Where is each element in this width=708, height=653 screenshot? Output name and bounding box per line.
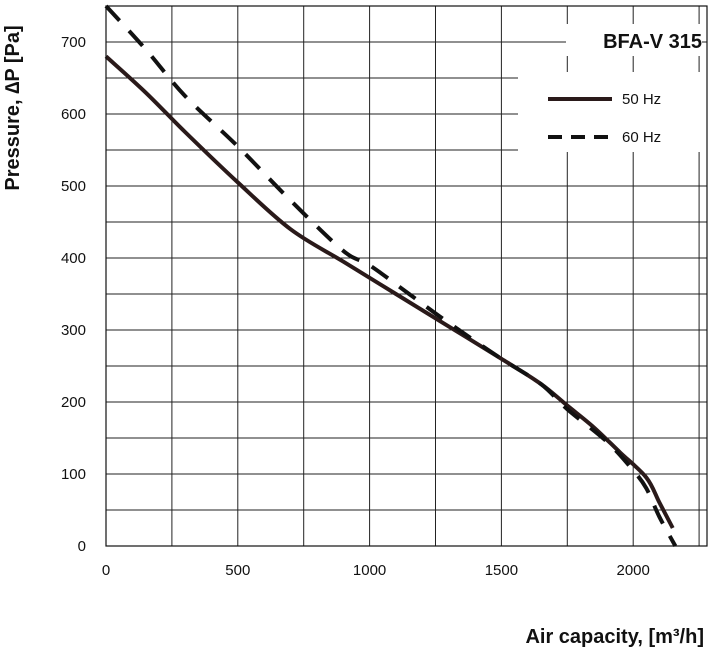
legend-box — [518, 72, 708, 152]
x-tick-label: 1000 — [353, 562, 386, 579]
plot-frame — [105, 5, 708, 547]
legend-label: 60 Hz — [622, 129, 661, 146]
x-tick-label: 0 — [102, 562, 110, 579]
y-tick-label: 0 — [78, 538, 86, 555]
x-tick-label: 500 — [225, 562, 250, 579]
y-tick-label: 500 — [61, 178, 86, 195]
chart-title: BFA-V 315 — [603, 31, 702, 53]
y-tick-label: 200 — [61, 394, 86, 411]
x-tick-label: 1500 — [485, 562, 518, 579]
y-tick-label: 400 — [61, 250, 86, 267]
legend-label: 50 Hz — [622, 91, 661, 108]
y-tick-label: 100 — [61, 466, 86, 483]
y-tick-label: 600 — [61, 106, 86, 123]
x-tick-label: 2000 — [617, 562, 650, 579]
series-layer — [104, 4, 678, 547]
x-axis-title: Air capacity, [m³/h] — [525, 626, 704, 648]
tick-labels: 0 500 1000 1500 2000 0 100 200 300 400 500 600 700 — [61, 34, 650, 579]
title-bg — [566, 24, 702, 56]
y-axis-title: Pressure, ∆P [Pa] — [2, 25, 24, 190]
y-tick-label: 700 — [61, 34, 86, 51]
y-tick-label: 300 — [61, 322, 86, 339]
legend: 50 Hz 60 Hz — [548, 91, 661, 146]
